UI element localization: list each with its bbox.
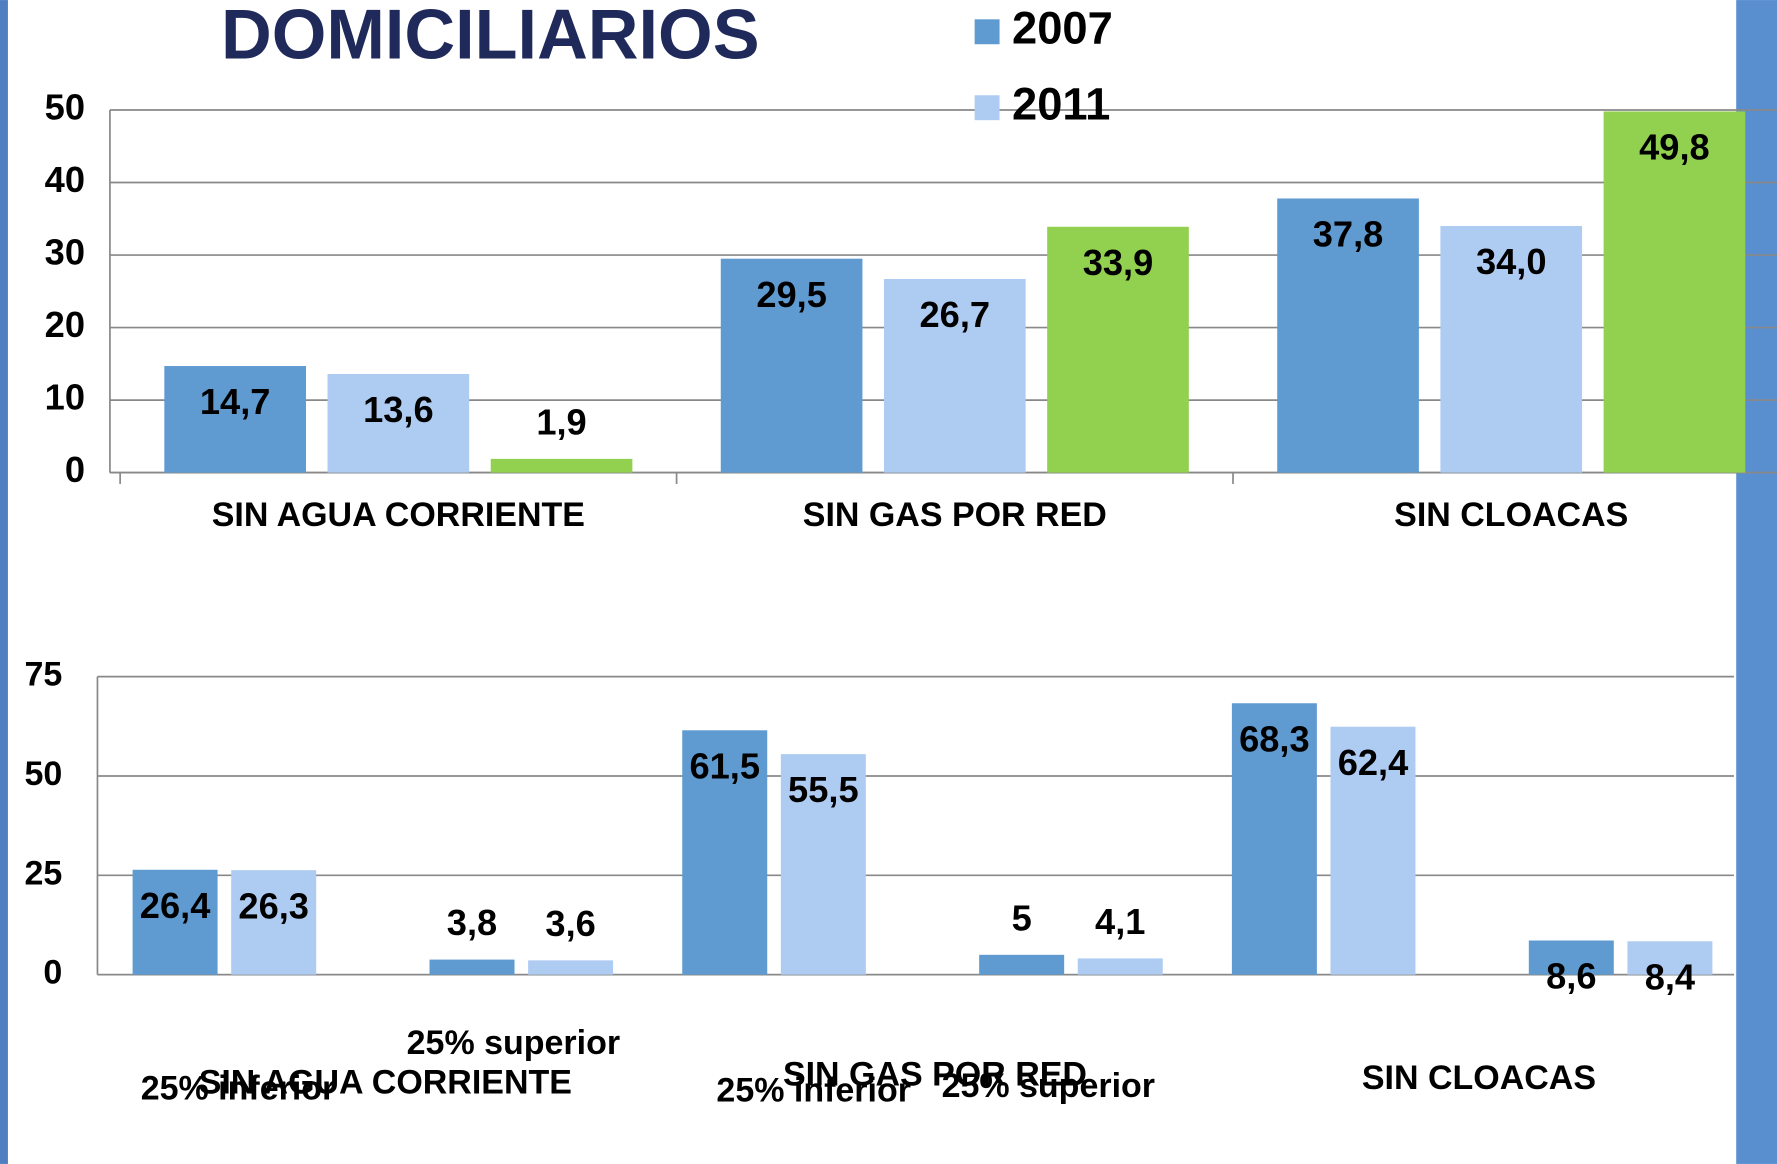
bar <box>429 959 515 975</box>
value-label: 14,7 <box>200 381 271 422</box>
value-label: 62,4 <box>1338 742 1409 783</box>
y-tick-label: 50 <box>25 755 63 793</box>
y-tick-label: 50 <box>45 87 85 128</box>
value-label: 37,8 <box>1313 214 1384 255</box>
x-tick-label: 25% superior <box>407 1024 620 1062</box>
value-label: 1,9 <box>536 401 586 442</box>
bar <box>1627 941 1713 975</box>
bar <box>720 258 863 473</box>
bar <box>1231 703 1317 975</box>
legend-swatch <box>974 19 1000 45</box>
value-label: 55,5 <box>788 769 859 810</box>
bar <box>883 278 1026 473</box>
value-label: 3,8 <box>447 902 497 943</box>
value-label: 26,3 <box>238 885 309 926</box>
y-tick-label: 75 <box>25 656 63 694</box>
value-label: 3,6 <box>545 903 595 944</box>
x-tick-label: SIN AGUA CORRIENTE <box>212 496 585 534</box>
y-tick-label: 40 <box>45 159 85 200</box>
y-tick-label: 0 <box>65 449 85 490</box>
bar <box>1047 226 1189 473</box>
value-label: 33,9 <box>1083 242 1154 283</box>
bar <box>1440 226 1583 473</box>
value-label: 8,6 <box>1546 956 1596 997</box>
bar <box>164 366 306 473</box>
bar <box>1603 111 1746 473</box>
bar <box>1077 958 1163 975</box>
bar <box>780 754 866 975</box>
legend-swatch <box>974 95 1000 121</box>
value-label: 26,4 <box>140 885 211 926</box>
value-label: 68,3 <box>1239 718 1310 759</box>
bar <box>132 869 218 975</box>
group-label: SIN GAS POR RED <box>783 1056 1087 1094</box>
y-tick-label: 30 <box>45 232 85 273</box>
value-label: 61,5 <box>689 745 760 786</box>
bar <box>528 960 614 975</box>
legend-label: 2007 <box>1012 3 1113 54</box>
group-label: SIN AGUA CORRIENTE <box>199 1064 572 1102</box>
x-tick-label: SIN CLOACAS <box>1394 496 1628 534</box>
value-label: 13,6 <box>363 389 434 430</box>
x-tick-label: 25% inferior <box>716 1072 911 1110</box>
bar <box>979 954 1065 975</box>
y-tick-label: 25 <box>25 854 63 892</box>
value-label: 5 <box>1012 897 1032 938</box>
bar <box>1277 198 1419 473</box>
value-label: 26,7 <box>920 294 991 335</box>
x-tick-label: 25% superior <box>942 1067 1155 1105</box>
value-label: 49,8 <box>1639 127 1710 168</box>
bar <box>1330 726 1416 975</box>
bar <box>1528 940 1614 975</box>
bar <box>490 458 633 473</box>
value-label: 34,0 <box>1476 241 1547 282</box>
bar <box>327 373 470 473</box>
value-label: 4,1 <box>1095 901 1145 942</box>
legend-label: 2011 <box>1012 79 1110 130</box>
x-tick-label: SIN GAS POR RED <box>803 496 1107 534</box>
x-tick-label: 25% inferior <box>141 1069 336 1107</box>
group-label: SIN CLOACAS <box>1362 1059 1596 1097</box>
chart-title: DOMICILIARIOS <box>221 0 760 73</box>
left-frame <box>0 0 8 1164</box>
value-label: 8,4 <box>1645 956 1695 997</box>
y-tick-label: 0 <box>43 954 62 992</box>
y-tick-label: 10 <box>45 377 85 418</box>
value-label: 29,5 <box>756 274 827 315</box>
bar <box>682 730 768 975</box>
bar <box>231 870 317 975</box>
y-tick-label: 20 <box>45 304 85 345</box>
